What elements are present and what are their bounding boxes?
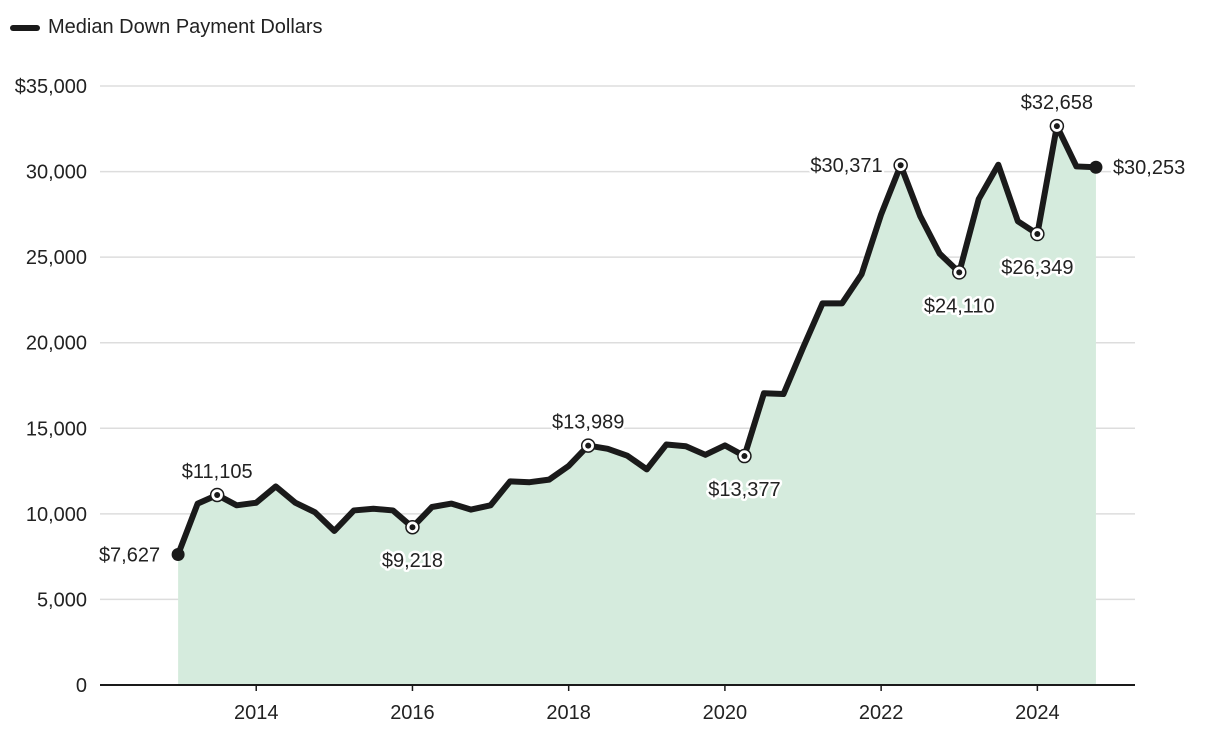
y-tick-label: 5,000 [37,589,87,611]
x-tick-label: 2014 [234,702,279,724]
x-tick-label: 2020 [703,702,748,724]
area-fill-layer [178,126,1096,685]
legend-label: Median Down Payment Dollars [48,16,323,38]
data-point-marker-center [897,162,904,169]
data-label: $13,989 [552,412,624,434]
data-point-marker-center [1053,123,1060,130]
data-point-marker-center [585,442,592,449]
legend-swatch [10,24,40,31]
y-tick-label: 25,000 [26,247,87,269]
data-label: $13,377 [708,479,780,501]
data-label: $26,349 [1001,257,1073,279]
data-point-marker-center [214,491,221,498]
data-label: $32,658 [1021,92,1093,114]
series-line-layer [175,123,1099,558]
data-label: $30,371 [810,155,882,177]
data-label: $9,218 [382,550,443,572]
y-tick-label: $35,000 [15,76,87,98]
data-label: $24,110 [924,295,995,317]
data-point-marker-center [741,453,748,460]
y-tick-label: 0 [76,675,87,697]
data-point-marker [1089,160,1103,174]
annotation-markers [171,118,1103,561]
data-label: $7,627 [99,544,160,566]
axes: 0 5,000 10,000 15,000 20,000 25,000 30,000 $35,… [15,76,1135,724]
data-label: $30,253 [1113,157,1185,179]
data-point-marker-center [1034,231,1041,238]
series-line [175,123,1099,558]
data-point-marker-center [409,524,416,531]
x-tick-label: 2016 [390,702,435,724]
area-fill [178,126,1096,685]
legend: Median Down Payment Dollars [10,16,323,39]
annotation-labels: $7,627 $11,105 $9,218 $13,989 $13,377 $30,371… [96,90,1187,575]
data-label: $11,105 [182,461,253,483]
y-tick-label: 20,000 [26,333,87,355]
data-point-marker [171,547,185,561]
x-tick-label: 2018 [546,702,591,724]
x-tick-label: 2022 [859,702,904,724]
data-point-marker-center [956,269,963,276]
y-tick-label: 10,000 [26,504,87,526]
y-tick-label: 15,000 [26,418,87,440]
x-tick-label: 2024 [1015,702,1060,724]
y-tick-label: 30,000 [26,162,87,184]
